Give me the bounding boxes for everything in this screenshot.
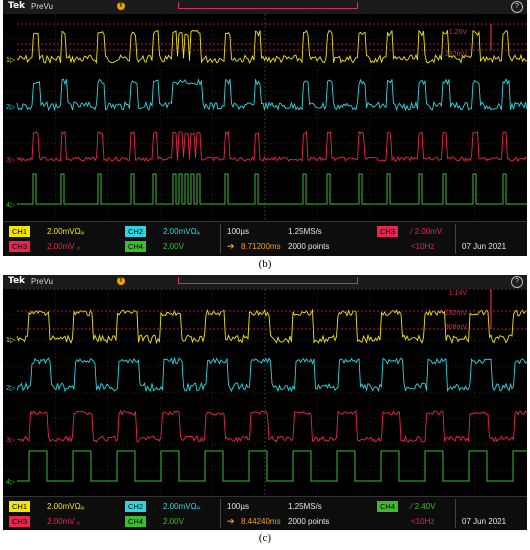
trigger-position-icon[interactable]: T xyxy=(117,2,125,10)
top-bar: Tek PreVu T ? xyxy=(3,0,527,14)
ch3-trace xyxy=(16,409,527,443)
trigger-position: 8.44240ms xyxy=(241,517,281,526)
cursor-readout-1: 1.14V xyxy=(448,290,467,297)
status-bar: CH1 2.00mVΩᵢᵥ CH2 2.00mVΩᵢᵥ CH3 2.00mV ₐ… xyxy=(3,496,527,530)
ch2-scale: 2.00mVΩᵢᵥ xyxy=(163,502,201,511)
trigger-position-icon[interactable]: T xyxy=(117,277,125,285)
ch1-badge[interactable]: CH1 xyxy=(9,501,31,512)
top-bar: Tek PreVu T ? xyxy=(3,275,527,289)
ch3-scale: 2.00mV ₐ xyxy=(47,517,80,526)
cursor-lines[interactable] xyxy=(17,289,527,330)
ch1-badge[interactable]: CH1 xyxy=(9,226,31,237)
ch3-scale: 2.00mV ₐ xyxy=(47,242,80,251)
graticule xyxy=(3,14,527,221)
ch4-trace xyxy=(17,450,527,482)
acquisition-mode: PreVu xyxy=(31,2,53,11)
help-icon[interactable]: ? xyxy=(511,276,523,288)
ch1-scale: 2.00mVΩᵢᵥ xyxy=(47,227,85,236)
cursor-readout-3: 908mV xyxy=(444,324,467,331)
help-icon[interactable]: ? xyxy=(511,1,523,13)
date-display: 07 Jun 2021 xyxy=(462,242,507,251)
record-view-bracket xyxy=(178,277,358,284)
cursor-lines[interactable] xyxy=(17,23,527,51)
ch4-badge[interactable]: CH4 xyxy=(125,516,147,527)
trigger-source-badge[interactable]: CH3 xyxy=(377,226,399,237)
cursor-readout-2: 232mV xyxy=(444,310,467,317)
channel-2-marker[interactable]: 2▷ xyxy=(6,104,16,111)
ch3-trace xyxy=(16,130,527,162)
status-bar: CH1 2.00mVΩᵢᵥ CH2 2.00mVΩᵢᵥ CH3 2.00mV ₐ… xyxy=(3,221,527,256)
ch4-scale: 2.00V xyxy=(163,242,184,251)
waveform-canvas[interactable]: 1▷ 2▷ 3▷ 4▷ xyxy=(3,14,527,221)
ch4-scale: 2.00V xyxy=(163,517,184,526)
trigger-frequency: <10Hz xyxy=(411,242,435,251)
graticule xyxy=(3,289,527,496)
waveform-canvas[interactable]: 1▷ 2▷ 3▷ 4▷ xyxy=(3,289,527,496)
channel-3-marker[interactable]: 3▷ xyxy=(6,157,16,164)
record-length: 2000 points xyxy=(288,517,330,526)
date-display: 07 Jun 2021 xyxy=(462,517,507,526)
channel-1-marker[interactable]: 1▷ xyxy=(6,337,16,344)
panel-b-caption: (b) xyxy=(258,258,272,270)
ch2-trace xyxy=(16,356,527,393)
ch2-trace xyxy=(16,77,527,112)
waveform-screen[interactable]: 1▷ 2▷ 3▷ 4▷ 1.26V 232mV xyxy=(3,14,527,221)
channel-3-marker[interactable]: 3▷ xyxy=(6,437,16,444)
trigger-position: 8.71200ms xyxy=(241,242,281,251)
ch4-badge[interactable]: CH4 xyxy=(125,241,147,252)
ch1-trace xyxy=(16,29,527,65)
ch3-badge[interactable]: CH3 xyxy=(9,241,31,252)
channel-4-marker[interactable]: 4▷ xyxy=(6,202,16,209)
channel-1-marker[interactable]: 1▷ xyxy=(6,57,16,64)
sample-rate: 1.25MS/s xyxy=(288,227,322,236)
channel-2-marker[interactable]: 2▷ xyxy=(6,385,16,392)
waveform-screen[interactable]: 1▷ 2▷ 3▷ 4▷ 1.14V 232mV 908mV xyxy=(3,289,527,496)
record-view-bracket xyxy=(178,2,358,9)
ch2-badge[interactable]: CH2 xyxy=(125,501,147,512)
timebase[interactable]: 100µs xyxy=(227,502,249,511)
ch4-trace xyxy=(17,173,527,205)
ch2-badge[interactable]: CH2 xyxy=(125,226,147,237)
oscilloscope-panel-b: Tek PreVu T ? 1▷ 2▷ 3▷ 4▷ 1.26V 232mV CH1 2… xyxy=(3,0,527,256)
cursor-arrow-icon: ➔ xyxy=(227,516,235,526)
cursor-arrow-icon: ➔ xyxy=(227,241,235,251)
channel-4-marker[interactable]: 4▷ xyxy=(6,479,16,486)
timebase[interactable]: 100µs xyxy=(227,227,249,236)
trigger-source-badge[interactable]: CH4 xyxy=(377,501,399,512)
cursor-readout-1: 1.26V xyxy=(448,29,467,36)
acquisition-mode: PreVu xyxy=(31,277,53,286)
brand-logo: Tek xyxy=(8,1,26,11)
record-length: 2000 points xyxy=(288,242,330,251)
ch2-scale: 2.00mVΩᵢᵥ xyxy=(163,227,201,236)
trigger-level: ⁄ 2.00mV xyxy=(411,227,443,236)
trigger-level: ⁄ 2.40V xyxy=(411,502,436,511)
cursor-readout-2: 232mV xyxy=(444,51,467,58)
oscilloscope-panel-c: Tek PreVu T ? 1▷ 2▷ 3▷ 4▷ 1.14V 232mV 908mV… xyxy=(3,275,527,530)
brand-logo: Tek xyxy=(8,276,26,286)
trigger-frequency: <10Hz xyxy=(411,517,435,526)
sample-rate: 1.25MS/s xyxy=(288,502,322,511)
ch3-badge[interactable]: CH3 xyxy=(9,516,31,527)
ch1-scale: 2.00mVΩᵢᵥ xyxy=(47,502,85,511)
panel-c-caption: (c) xyxy=(258,532,272,544)
